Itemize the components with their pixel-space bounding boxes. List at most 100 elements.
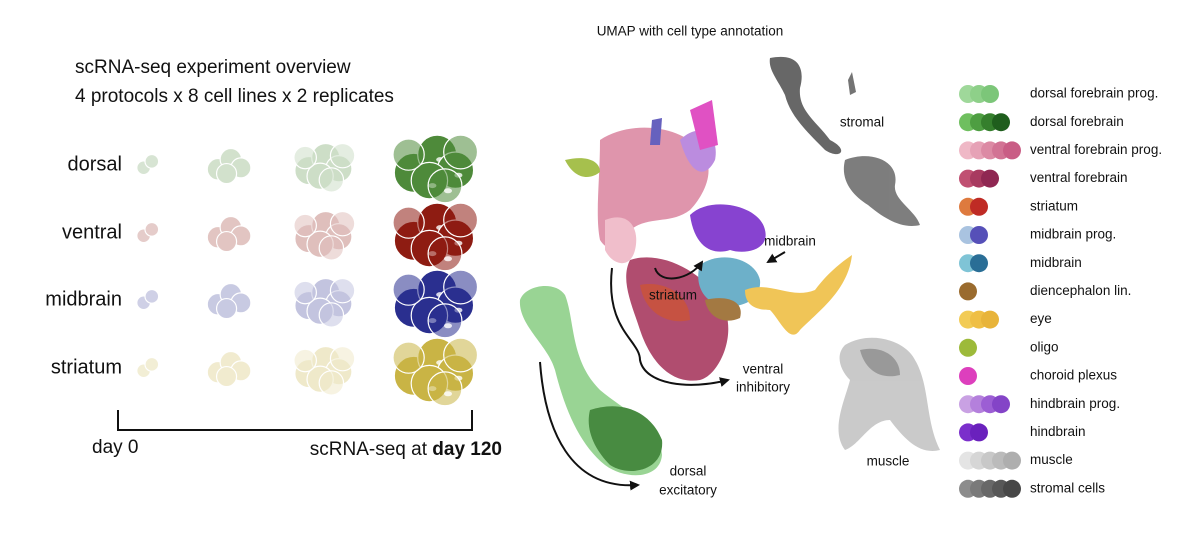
organoid-cell (306, 297, 334, 325)
midbrain-prog-cluster (650, 118, 662, 145)
organoid-cell (206, 360, 230, 384)
organoid-cell (329, 142, 356, 169)
legend-label: striatum (1030, 198, 1078, 213)
organoid-cell (325, 358, 353, 386)
organoid-spot (444, 391, 452, 397)
organoid-cell (318, 235, 345, 261)
arrow (539, 361, 640, 491)
oligo-cluster (565, 158, 600, 177)
umap-arrows (539, 251, 786, 491)
organoid (392, 337, 479, 407)
label-ventral: inhibitory (736, 380, 790, 395)
legend-swatch (970, 423, 988, 442)
legend: dorsal forebrain prog. dorsal forebrain ve… (959, 85, 1162, 498)
hindbrain-cluster (690, 204, 766, 252)
organoid-cell (215, 230, 238, 253)
protocol-label: striatum (51, 356, 122, 378)
organoid-cell (136, 228, 152, 244)
label-stromal: stromal (840, 115, 884, 130)
organoid-cell (206, 157, 230, 181)
diencephalon-cluster (705, 298, 741, 321)
organoid (206, 282, 252, 320)
label-dorsal: excitatory (659, 483, 717, 498)
organoid (206, 350, 252, 388)
organoid-cell (443, 134, 479, 170)
timeline-end-prefix: scRNA-seq at (310, 439, 428, 460)
organoid-cell (136, 160, 152, 176)
organoid-cell (219, 147, 243, 171)
legend-label: dorsal forebrain prog. (1030, 86, 1158, 101)
timeline (117, 410, 473, 431)
legend-label: stromal cells (1030, 480, 1105, 495)
timeline-line (117, 410, 473, 431)
organoid (293, 345, 356, 396)
legend-swatch (1003, 141, 1021, 160)
legend-label: midbrain (1030, 255, 1082, 270)
organoid-cell (311, 345, 341, 376)
organoid-cell (427, 236, 463, 272)
label-muscle: muscle (867, 454, 910, 469)
legend-label: eye (1030, 311, 1052, 326)
organoid-cell (144, 221, 160, 237)
organoid-cell (293, 145, 317, 170)
protocol-label: dorsal (68, 153, 122, 175)
organoid-cell (329, 277, 356, 304)
organoid-cell (293, 348, 317, 373)
organoid-cell (306, 162, 334, 190)
label-ventral: ventral (743, 362, 784, 377)
stromal-cluster (769, 56, 842, 155)
organoid-cell (294, 155, 324, 186)
legend-swatch (959, 282, 977, 301)
legend-label: ventral forebrain prog. (1030, 142, 1162, 157)
legend-label: diencephalon lin. (1030, 283, 1131, 298)
legend-swatch (959, 367, 977, 385)
ventral-prog-cluster (597, 127, 709, 248)
organoid-cell (325, 155, 353, 183)
organoid-cell (293, 213, 317, 238)
overview-subtitle: 4 protocols x 8 cell lines x 2 replicate… (75, 86, 394, 107)
striatum-cluster (640, 284, 690, 322)
organoid-spot (444, 323, 452, 329)
arrow (766, 251, 786, 264)
organoid-cell (392, 138, 425, 171)
muscle-cluster (838, 337, 940, 451)
organoid-cell (427, 303, 463, 339)
organoid-cell (443, 269, 479, 305)
label-dorsal: dorsal (670, 464, 707, 479)
legend-label: oligo (1030, 339, 1059, 354)
organoid-cell (294, 358, 324, 389)
legend-swatch (1003, 479, 1021, 498)
organoid-cell (230, 225, 252, 247)
protocol-rows: dorsal ventral midbrain striatum (45, 134, 479, 407)
timeline-end: scRNA-seq at day 120 (310, 439, 502, 460)
legend-label: ventral forebrain (1030, 170, 1128, 185)
legend-swatch (992, 395, 1010, 414)
organoid-cell (294, 223, 324, 254)
organoid (136, 221, 160, 244)
organoid-cell (136, 363, 152, 379)
organoid (136, 288, 160, 311)
legend-swatch (981, 85, 999, 103)
organoid (293, 142, 356, 193)
choroid-cluster (690, 100, 718, 150)
organoid-cell (219, 215, 243, 239)
organoid-cell (294, 290, 324, 321)
organoid-spot (444, 188, 452, 194)
organoid-cell (318, 370, 345, 396)
legend-label: midbrain prog. (1030, 227, 1116, 242)
organoid-cell (293, 280, 317, 305)
timeline-end-bold: day 120 (432, 439, 502, 460)
organoid-cell (306, 365, 334, 393)
organoid-cell (311, 142, 341, 173)
organoid-cell (325, 290, 353, 318)
stromal-cluster (848, 72, 856, 95)
organoid-cell (329, 210, 356, 237)
organoid (392, 202, 479, 272)
organoid-cell (144, 153, 160, 169)
organoid-cell (392, 341, 425, 374)
umap (519, 56, 940, 476)
organoid-cell (306, 230, 334, 258)
organoid-cell (230, 292, 252, 314)
legend-swatch (981, 169, 999, 188)
organoid (293, 210, 356, 261)
